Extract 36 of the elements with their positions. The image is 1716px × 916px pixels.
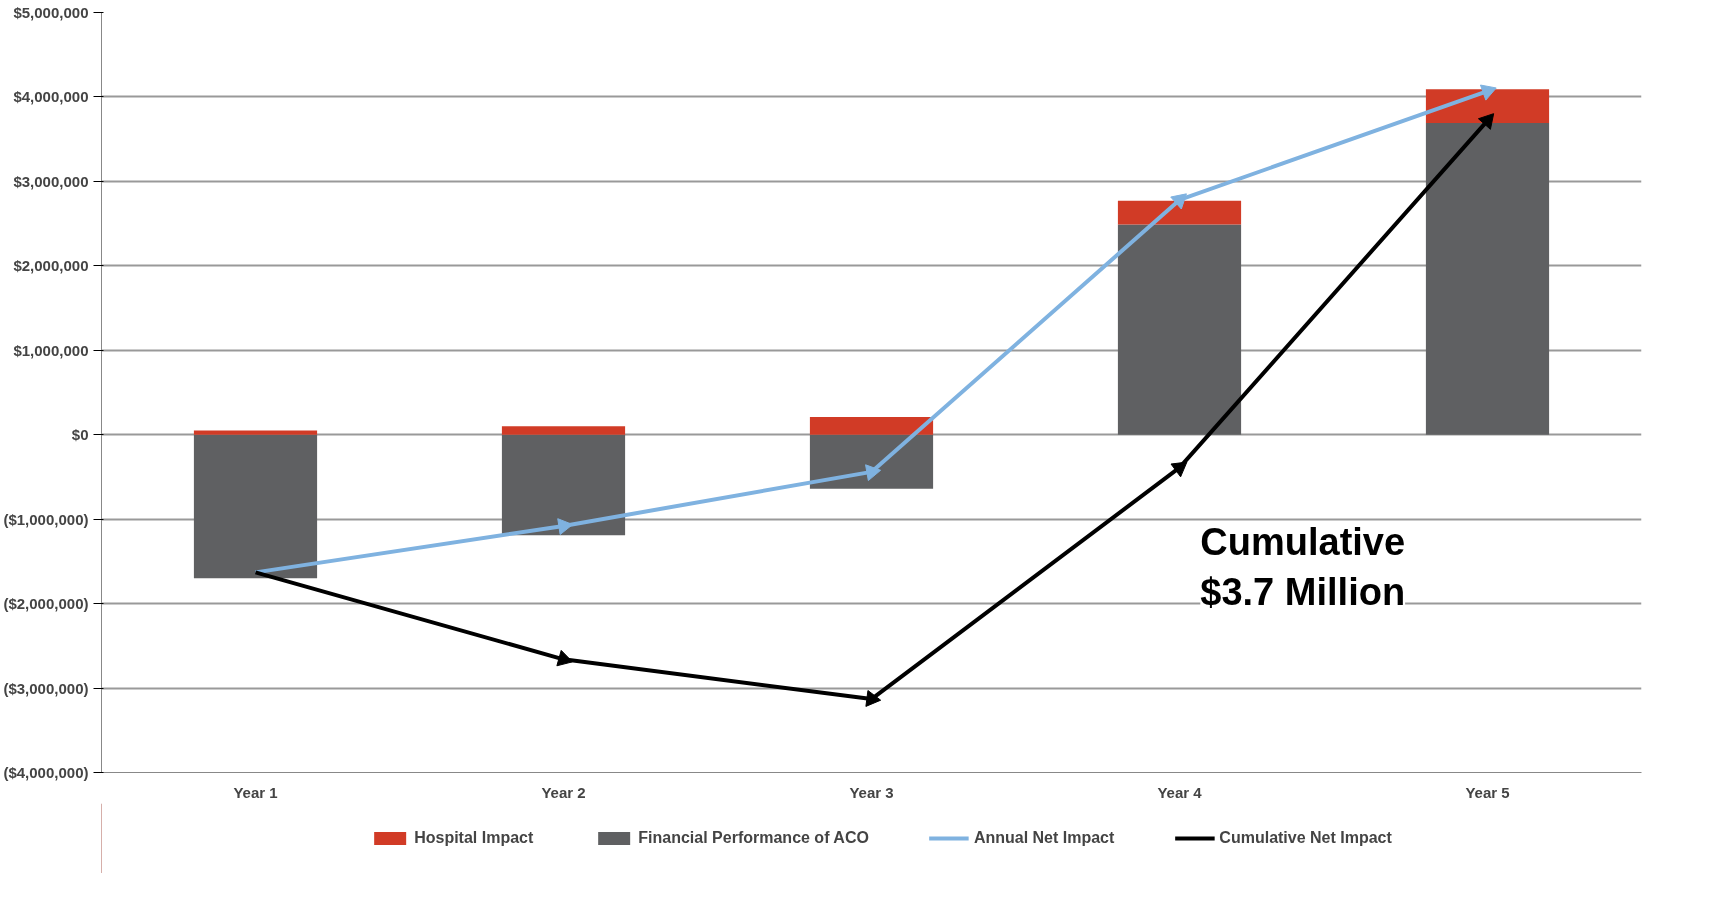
x-tick-label: Year 5 — [1465, 783, 1510, 801]
bar — [1117, 200, 1242, 225]
y-tick-label: $2,000,000 — [13, 257, 89, 275]
y-tick-label: $1,000,000 — [13, 341, 89, 359]
y-tick-label: $3,000,000 — [13, 172, 89, 190]
legend-label: Hospital Impact — [414, 829, 534, 847]
point — [865, 464, 882, 482]
x-tick-label: Year 2 — [541, 783, 586, 801]
x-tick-label: Year 4 — [1157, 783, 1203, 801]
bar — [193, 430, 318, 435]
point — [1479, 84, 1497, 101]
point — [556, 649, 573, 667]
y-tick-label: ($3,000,000) — [3, 679, 89, 697]
bar — [501, 426, 626, 435]
legend-label: Cumulative Net Impact — [1219, 829, 1392, 847]
bar — [1425, 123, 1550, 435]
legend-label: Annual Net Impact — [973, 829, 1115, 847]
legend-label: Financial Performance of ACO — [638, 829, 869, 847]
y-tick-label: $0 — [71, 426, 89, 444]
point — [1170, 193, 1187, 210]
bar — [193, 434, 318, 579]
annotation: Cumulative $3.7 Million — [1200, 521, 1406, 614]
y-tick-label: ($2,000,000) — [3, 595, 89, 613]
bar — [809, 416, 934, 435]
point — [1170, 461, 1188, 478]
y-tick-label: $4,000,000 — [13, 88, 89, 106]
bar — [501, 434, 626, 536]
x-tick-label: Year 1 — [233, 783, 278, 801]
y-tick-label: ($1,000,000) — [3, 510, 89, 528]
point — [1477, 113, 1495, 130]
bar — [1117, 224, 1242, 435]
bar — [809, 434, 934, 489]
point — [865, 690, 882, 707]
x-tick-label: Year 3 — [849, 783, 894, 801]
y-tick-label: $5,000,000 — [13, 4, 89, 21]
y-tick-label: ($4,000,000) — [3, 764, 89, 781]
